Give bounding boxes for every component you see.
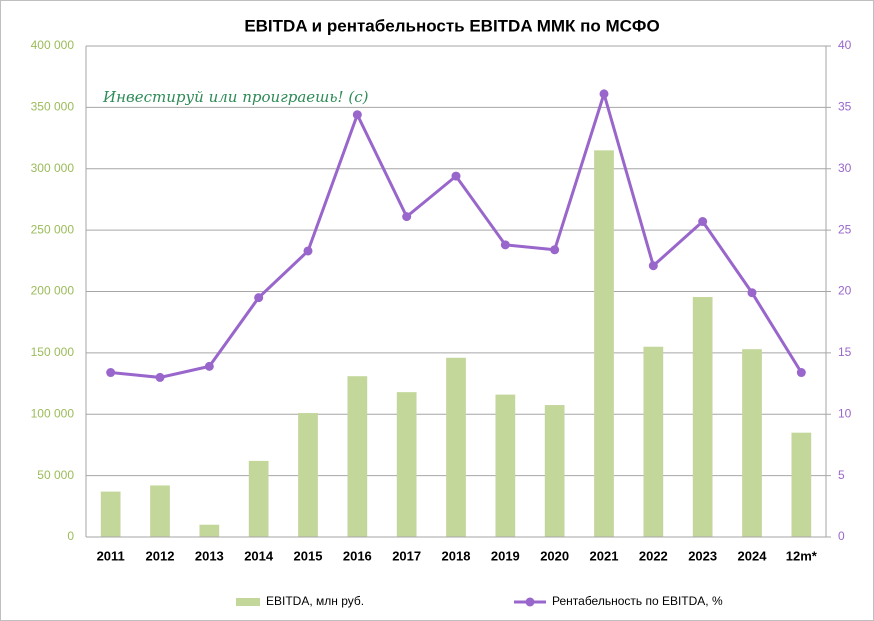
x-tick-label: 2018	[442, 548, 471, 563]
chart-title: EBITDA и рентабельность EBITDA ММК по МС…	[244, 16, 659, 35]
bar	[150, 485, 170, 537]
y-tick-label: 200 000	[31, 284, 75, 298]
x-tick-label: 12m*	[786, 548, 818, 563]
y2-tick-label: 0	[838, 529, 845, 543]
x-tick-label: 2020	[540, 548, 569, 563]
bar	[495, 394, 516, 537]
x-tick-label: 2019	[491, 548, 520, 563]
legend-label: EBITDA, млн руб.	[266, 594, 364, 608]
line-marker	[155, 372, 165, 382]
x-tick-label: 2011	[97, 548, 125, 563]
line-marker	[451, 171, 461, 181]
y-tick-label: 50 000	[37, 468, 74, 482]
line-marker	[106, 368, 116, 378]
bar	[594, 150, 614, 537]
x-tick-label: 2022	[639, 548, 668, 563]
y-tick-label: 300 000	[31, 161, 75, 175]
bar	[298, 413, 318, 537]
x-tick-label: 2012	[146, 548, 175, 563]
line-marker	[204, 361, 214, 371]
bar	[248, 460, 269, 537]
y-tick-label: 150 000	[31, 345, 75, 359]
bar	[643, 346, 664, 537]
y-tick-label: 350 000	[31, 100, 75, 114]
bar	[199, 524, 220, 537]
x-tick-label: 2021	[590, 548, 619, 563]
bar	[100, 491, 121, 537]
line-marker	[500, 240, 510, 250]
y2-tick-label: 25	[838, 222, 852, 236]
y2-tick-label: 30	[838, 161, 852, 175]
bar	[347, 376, 368, 537]
y-tick-label: 400 000	[31, 38, 75, 52]
annotation: Инвестируй или проиграешь! (с)	[102, 88, 369, 106]
line-marker	[550, 245, 560, 255]
line-marker	[747, 288, 757, 298]
bar	[544, 405, 565, 537]
bar	[692, 297, 713, 537]
x-tick-label: 2014	[244, 548, 274, 563]
y2-tick-label: 20	[838, 284, 852, 298]
y2-tick-label: 35	[838, 100, 852, 114]
x-tick-label: 2013	[195, 548, 224, 563]
y2-tick-label: 40	[838, 38, 852, 52]
line-marker	[648, 261, 658, 271]
y-tick-label: 100 000	[31, 406, 75, 420]
line-marker	[796, 368, 806, 378]
x-tick-label: 2024	[738, 548, 768, 563]
line-marker	[402, 212, 412, 222]
y-tick-label: 250 000	[31, 222, 75, 236]
x-tick-label: 2023	[688, 548, 717, 563]
y2-tick-label: 15	[838, 345, 852, 359]
x-tick-label: 2017	[392, 548, 421, 563]
bar	[791, 432, 812, 537]
legend-swatch	[236, 598, 260, 606]
y-tick-label: 0	[67, 529, 74, 543]
line-marker	[303, 246, 313, 256]
line-marker	[254, 293, 264, 303]
y2-tick-label: 10	[838, 406, 852, 420]
line-marker	[352, 110, 362, 120]
x-tick-label: 2015	[294, 548, 323, 563]
x-tick-label: 2016	[343, 548, 372, 563]
bar	[396, 392, 417, 537]
y2-tick-label: 5	[838, 468, 845, 482]
legend-swatch-marker	[525, 597, 535, 607]
line-marker	[698, 217, 708, 227]
bar	[446, 357, 466, 537]
bar	[742, 349, 762, 537]
legend-label: Рентабельность по EBITDA, %	[552, 594, 723, 608]
line-marker	[599, 89, 609, 99]
